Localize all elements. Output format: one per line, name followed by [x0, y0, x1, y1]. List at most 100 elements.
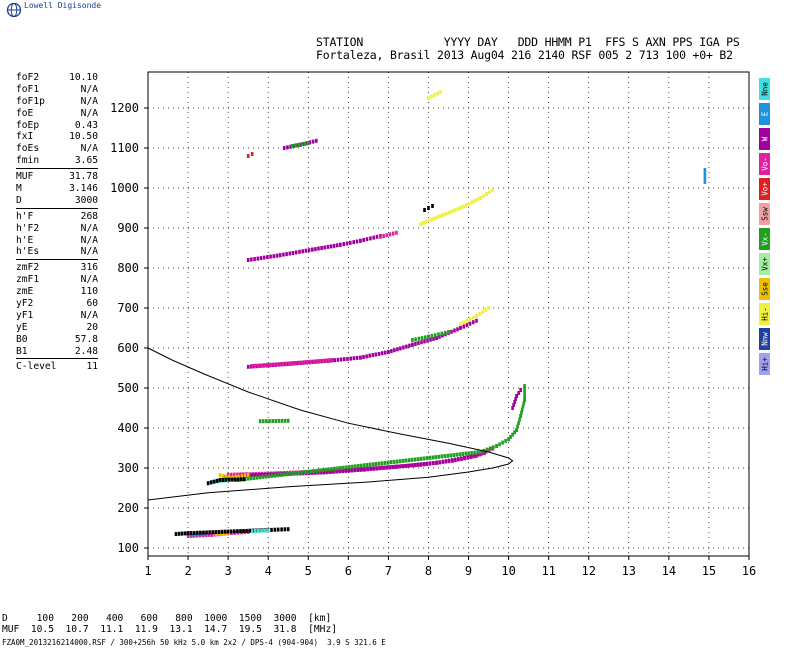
echo-point [363, 463, 366, 468]
param-row: B0 57.8 [16, 334, 98, 346]
echo-point [236, 472, 239, 477]
x-axis-ticks: 1 2 3 4 5 6 7 8 9 10 11 12 13 14 15 16 [144, 556, 756, 578]
echo-point [286, 418, 290, 423]
legend-item: Ssw [759, 203, 770, 225]
param-row: zmE 110 [16, 286, 98, 298]
param-value: 3.146 [69, 183, 98, 195]
param-name: yF1 [16, 309, 34, 321]
echo-point [212, 479, 216, 484]
echo-point [422, 456, 426, 461]
echo-point [449, 453, 452, 458]
echo-point [229, 529, 233, 534]
echo-point [276, 473, 280, 478]
echo-point [411, 338, 414, 342]
echo-point [263, 528, 267, 533]
echo-point [443, 330, 447, 335]
param-name: foF2 [16, 72, 40, 83]
echo-point [278, 253, 282, 258]
echo-point [303, 470, 306, 475]
echo-trace [206, 477, 246, 486]
echo-point [401, 458, 405, 463]
echo-point [516, 424, 519, 429]
echo-point [284, 361, 288, 366]
echo-point [413, 457, 417, 462]
echo-point [282, 472, 286, 477]
echo-point [396, 347, 399, 352]
echo-point [389, 460, 393, 465]
echo-point [518, 417, 521, 422]
legend-item: W [759, 128, 770, 150]
echo-point [329, 244, 333, 249]
echo-point [429, 461, 432, 466]
echo-point [240, 474, 244, 479]
echo-point [467, 201, 471, 206]
echo-point [372, 462, 375, 467]
echo-point [413, 463, 417, 467]
param-row: foEp 0.43 [16, 120, 98, 132]
echo-point [339, 357, 343, 362]
echo-point [475, 454, 478, 458]
legend-label: Vo- [760, 157, 769, 171]
echo-point [333, 466, 336, 471]
echo-point [285, 252, 288, 257]
echo-point [395, 459, 399, 464]
echo-point [380, 465, 384, 470]
echo-point [478, 312, 481, 316]
echo-point [317, 246, 320, 251]
param-row: foEs N/A [16, 143, 98, 155]
y-tick-label: 1000 [110, 181, 139, 195]
echo-point [294, 471, 298, 476]
echo-point [291, 471, 295, 476]
echo-point [305, 471, 308, 476]
echo-point [440, 331, 444, 336]
echo-point [444, 211, 448, 216]
echo-point [456, 327, 459, 332]
echo-point [392, 459, 396, 464]
echo-point [437, 454, 441, 459]
legend-label: Ssw [760, 207, 769, 221]
echo-point [369, 236, 372, 241]
echo-point [523, 394, 526, 399]
echo-point [456, 207, 459, 212]
echo-point [306, 469, 309, 474]
echo-point [360, 463, 363, 468]
echo-point [266, 528, 270, 533]
param-row: h'F 268 [16, 211, 98, 223]
param-value: N/A [80, 222, 98, 234]
y-tick-label: 1200 [110, 101, 139, 115]
echo-point [360, 467, 363, 472]
param-separator [16, 358, 98, 360]
param-value: 268 [80, 210, 98, 222]
param-separator [16, 207, 98, 209]
y-tick-label: 1100 [110, 141, 139, 155]
echo-point [398, 459, 402, 464]
echo-point [306, 360, 309, 364]
echo-point [387, 465, 390, 470]
echo-point [346, 356, 349, 361]
echo-point [283, 527, 287, 532]
echo-point [295, 143, 299, 148]
echo-point [523, 398, 526, 402]
echo-point [371, 353, 375, 358]
echo-point [234, 475, 237, 480]
echo-point [504, 438, 507, 443]
muf-row: MUF 10.5 10.7 11.1 11.9 13.1 14.7 19.5 3… [2, 624, 338, 635]
param-row: yF1 N/A [16, 310, 98, 322]
echo-point [308, 140, 312, 145]
legend-item: Vo+ [759, 178, 770, 200]
legend-item: Nne [759, 78, 770, 100]
echo-point [292, 471, 296, 476]
echo-point [199, 530, 202, 535]
echo-point [242, 529, 245, 533]
echo-point [387, 350, 390, 354]
echo-point [475, 318, 478, 323]
echo-point [501, 440, 504, 445]
echo-point [233, 472, 236, 477]
y-tick-label: 900 [117, 221, 139, 235]
echo-point [470, 200, 474, 205]
echo-point [386, 460, 390, 465]
echo-point [423, 208, 426, 212]
echo-point [262, 255, 266, 260]
echo-point [479, 450, 482, 454]
